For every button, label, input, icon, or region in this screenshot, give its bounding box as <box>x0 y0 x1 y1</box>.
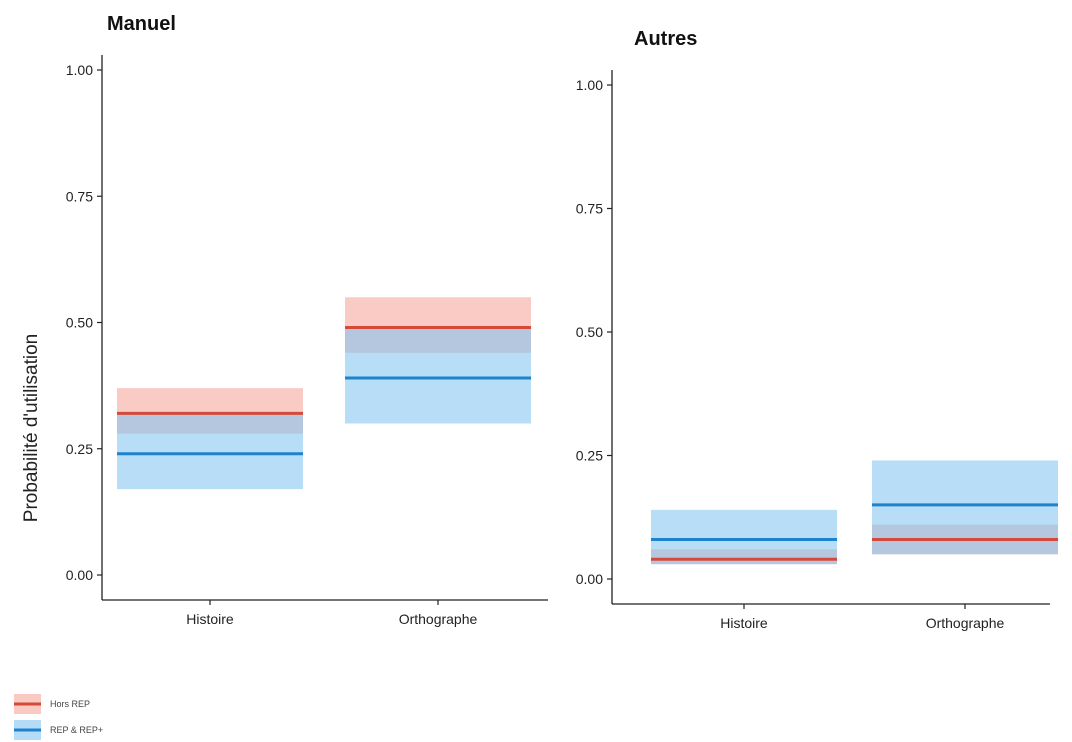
y-tick-label: 0.50 <box>576 324 603 340</box>
panel-manuel: Manuel 0.00 0.25 0.50 0.75 1.00 Histoire Ortho… <box>66 13 548 627</box>
ci-band-rep-rep-orthographe <box>345 327 531 424</box>
panel-title: Autres <box>634 28 697 50</box>
y-tick-label: 0.50 <box>66 315 93 331</box>
panel-title: Manuel <box>107 13 176 35</box>
ci-band-rep-rep-histoire <box>117 413 303 490</box>
legend-item-hors-rep: Hors REP <box>14 694 90 714</box>
legend-label: Hors REP <box>50 699 90 709</box>
x-tick-label: Histoire <box>720 615 768 631</box>
y-tick-label: 0.00 <box>576 571 603 587</box>
y-tick-label: 0.00 <box>66 567 93 583</box>
y-tick-label: 1.00 <box>576 77 603 93</box>
ci-band-rep-rep-histoire <box>651 509 837 565</box>
y-axis-label: Probabilité d'utilisation <box>21 334 42 522</box>
y-tick-label: 0.75 <box>66 188 93 204</box>
y-tick-label: 0.25 <box>66 441 93 457</box>
x-tick-label: Histoire <box>186 611 234 627</box>
y-tick-label: 1.00 <box>66 62 93 78</box>
y-tick-label: 0.75 <box>576 201 603 217</box>
x-tick-label: Orthographe <box>399 611 478 627</box>
x-tick-label: Orthographe <box>926 615 1005 631</box>
y-tick-label: 0.25 <box>576 448 603 464</box>
legend: Hors REP REP & REP+ <box>14 694 103 740</box>
legend-item-rep: REP & REP+ <box>14 720 103 740</box>
panel-autres: Autres 0.00 0.25 0.50 0.75 1.00 Histoire Ortho… <box>576 28 1058 631</box>
legend-label: REP & REP+ <box>50 725 103 735</box>
